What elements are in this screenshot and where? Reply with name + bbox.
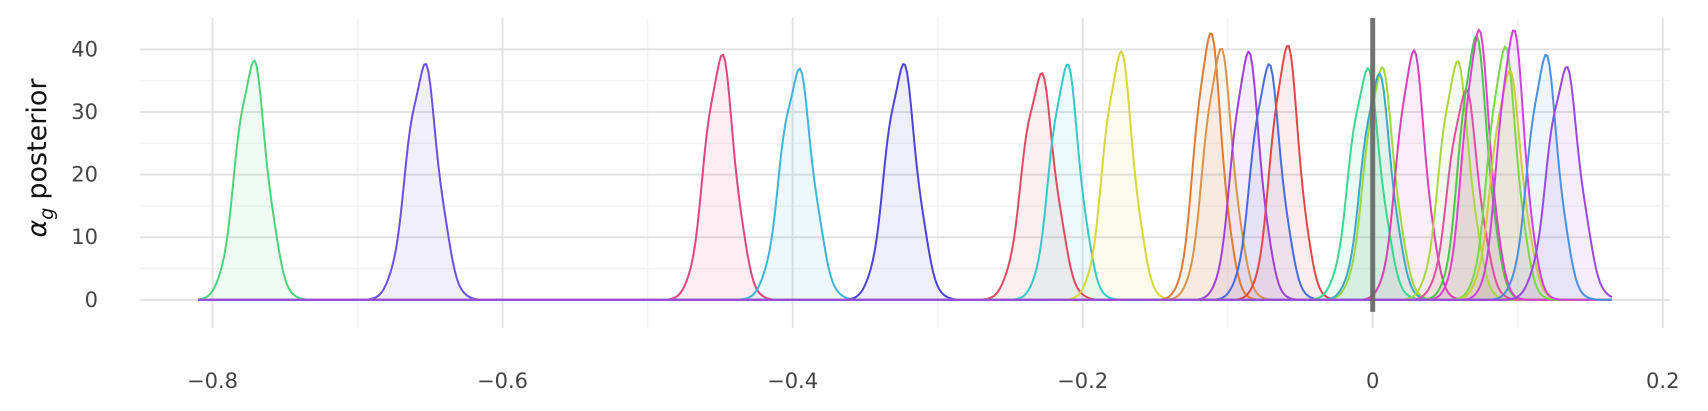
density-area-5 bbox=[198, 64, 1612, 300]
y-tick-label: 10 bbox=[71, 225, 98, 249]
y-tick-label: 0 bbox=[85, 288, 98, 312]
y-axis-title: αg posterior bbox=[22, 78, 58, 238]
density-area-21 bbox=[198, 29, 1612, 300]
y-tick-label: 30 bbox=[71, 100, 98, 124]
density-line-26 bbox=[198, 66, 1613, 301]
x-tick-label: −0.6 bbox=[477, 369, 528, 393]
y-axis-title-subscript: g bbox=[36, 208, 58, 220]
density-areas bbox=[198, 29, 1612, 300]
density-area-11 bbox=[198, 51, 1612, 300]
x-tick-label: −0.4 bbox=[767, 369, 818, 393]
x-tick-label: −0.8 bbox=[187, 369, 238, 393]
x-axis-tick-labels: −0.8 −0.6 −0.4 −0.2 0 0.2 bbox=[187, 369, 1679, 393]
y-axis-title-text: posterior bbox=[22, 78, 53, 200]
y-axis-tick-labels: 0 10 20 30 40 bbox=[71, 37, 98, 312]
y-tick-label: 20 bbox=[71, 163, 98, 187]
density-area-18 bbox=[198, 61, 1612, 300]
x-tick-label: 0 bbox=[1366, 369, 1379, 393]
x-tick-label: 0.2 bbox=[1646, 369, 1679, 393]
x-tick-label: −0.2 bbox=[1057, 369, 1108, 393]
density-lines bbox=[197, 28, 1613, 301]
y-tick-label: 40 bbox=[71, 37, 98, 61]
y-axis-title-symbol: α bbox=[22, 220, 53, 238]
